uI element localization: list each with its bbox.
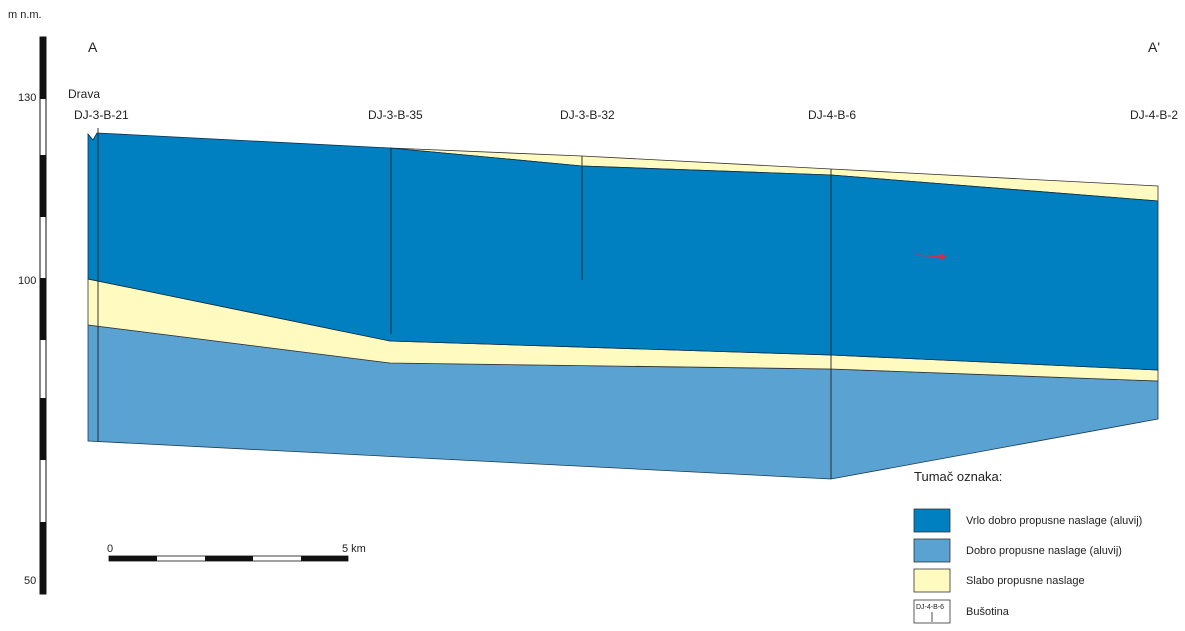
legend-borehole-symbol [913, 599, 951, 624]
elevation-tick-130: 130 [18, 92, 36, 104]
legend-borehole-symbol-text: DJ-4-B-6 [916, 604, 944, 611]
section-end-label: A' [1148, 39, 1160, 55]
legend-swatch-low-permeable [913, 568, 951, 593]
legend-label-very-permeable: Vrlo dobro propusne naslage (aluvij) [966, 515, 1142, 527]
borehole-label-3: DJ-3-B-32 [560, 108, 615, 122]
scale-start-label: 0 [107, 543, 113, 555]
borehole-label-2: DJ-3-B-35 [368, 108, 423, 122]
legend: Tumač oznaka: Vrlo dobro propusne naslag… [913, 469, 1142, 624]
flow-direction-arrow [915, 253, 947, 260]
borehole-label-1: DJ-3-B-21 [74, 108, 129, 122]
elevation-scale [39, 36, 47, 595]
distance-scale-bar [108, 555, 349, 562]
elevation-tick-50: 50 [24, 575, 36, 587]
layer-very-permeable [87, 132, 1159, 371]
borehole-label-4: DJ-4-B-6 [808, 108, 856, 122]
river-label: Drava [68, 87, 100, 101]
section-start-label: A [88, 39, 98, 55]
borehole-label-5: DJ-4-B-2 [1130, 108, 1178, 122]
legend-title: Tumač oznaka: [914, 469, 1002, 484]
legend-swatch-permeable [913, 538, 951, 563]
elevation-unit-label: m n.m. [8, 9, 42, 21]
borehole-lines [97, 128, 832, 479]
legend-label-borehole: Bušotina [966, 606, 1010, 618]
legend-label-low-permeable: Slabo propusne naslage [966, 575, 1085, 587]
elevation-tick-100: 100 [18, 275, 36, 287]
scale-end-label: 5 km [342, 543, 366, 555]
legend-label-permeable: Dobro propusne naslage (aluvij) [966, 545, 1122, 557]
legend-swatch-very-permeable [913, 508, 951, 533]
